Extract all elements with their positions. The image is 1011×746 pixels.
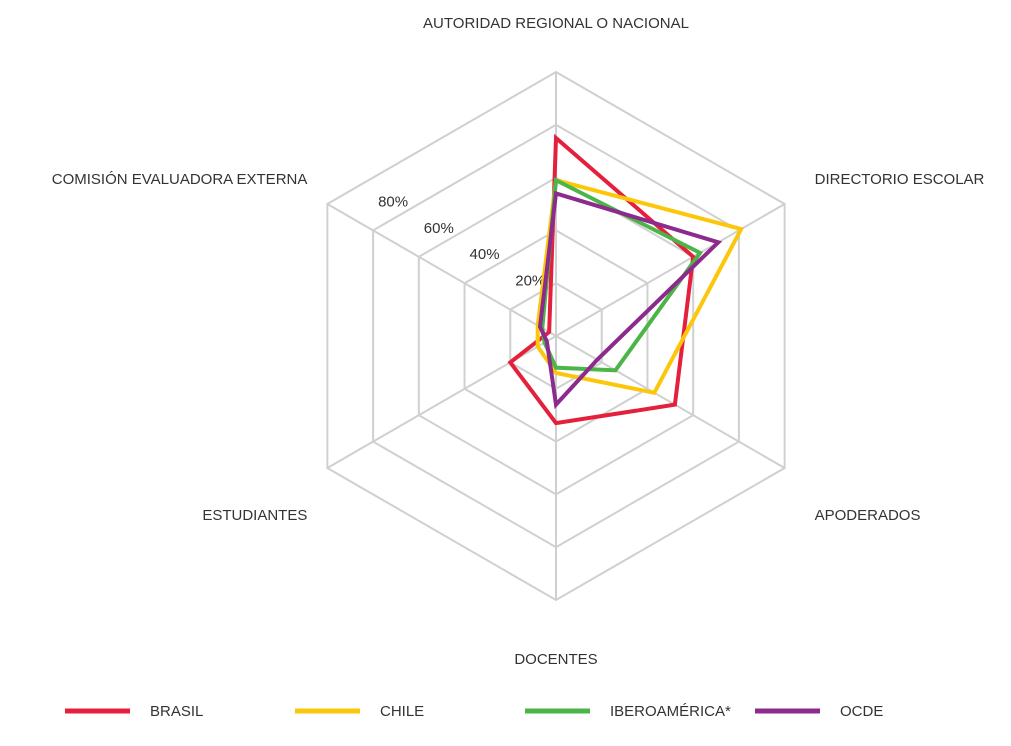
axis-label: DOCENTES [514, 651, 597, 668]
r-tick-label: 60% [424, 220, 454, 237]
axis-label: ESTUDIANTES [202, 507, 307, 524]
r-tick-label: 20% [515, 273, 545, 290]
axis-label: AUTORIDAD REGIONAL O NACIONAL [423, 15, 689, 32]
spoke [555, 203, 786, 337]
legend-label: CHILE [380, 703, 424, 720]
series-line [535, 177, 745, 396]
legend-label: OCDE [840, 703, 883, 720]
axis-label: APODERADOS [815, 507, 921, 524]
spoke [555, 335, 786, 469]
r-tick-label: 80% [378, 193, 408, 210]
legend-label: IBEROAMÉRICA* [610, 703, 731, 720]
series-line [537, 190, 723, 410]
series-line [507, 133, 696, 426]
axis-label: COMISIÓN EVALUADORA EXTERNA [52, 171, 308, 188]
legend-label: BRASIL [150, 703, 203, 720]
r-tick-label: 40% [470, 246, 500, 263]
axis-label: DIRECTORIO ESCOLAR [815, 171, 985, 188]
spoke [326, 203, 557, 337]
